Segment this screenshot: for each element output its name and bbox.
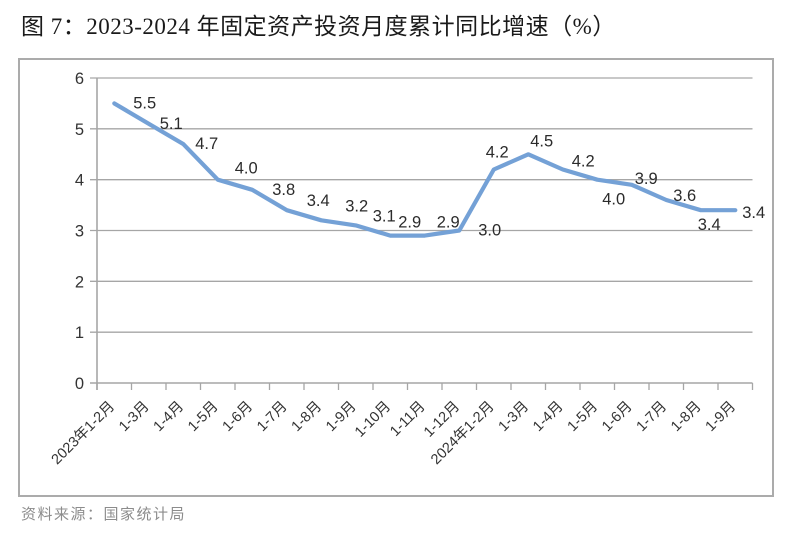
x-category-label: 1-11月 xyxy=(387,399,428,440)
x-category-label: 1-5月 xyxy=(185,399,221,435)
x-category-label: 1-6月 xyxy=(599,399,635,435)
data-point-label: 3.2 xyxy=(345,197,368,215)
data-point-label: 2.9 xyxy=(398,214,421,232)
y-tick-label: 1 xyxy=(75,324,84,342)
data-point-label: 4.5 xyxy=(530,132,553,150)
data-point-label: 3.4 xyxy=(307,192,330,210)
x-category-label: 1-5月 xyxy=(565,399,601,435)
data-point-label: 3.8 xyxy=(272,181,295,199)
data-point-label: 3.9 xyxy=(635,170,658,188)
x-category-label: 1-7月 xyxy=(634,399,670,435)
figure-title: 图 7：2023-2024 年固定资产投资月度累计同比增速（%） xyxy=(21,14,616,39)
series-line xyxy=(112,101,738,238)
data-point-label: 4.0 xyxy=(602,191,625,209)
y-tick-label: 0 xyxy=(75,375,84,393)
x-category-label: 1-4月 xyxy=(151,399,187,435)
x-category-label: 1-10月 xyxy=(352,399,394,441)
chart-frame: 0 1 2 3 4 5 6 5.5 5.1 4.7 4.0 3.8 3.4 3.2 3.1 2.9 2.9 3.0… xyxy=(18,58,774,497)
data-point-label: 3.0 xyxy=(478,222,501,240)
data-point-label: 5.1 xyxy=(160,115,183,133)
data-point-label: 4.0 xyxy=(235,160,258,178)
data-point-label: 2.9 xyxy=(437,214,460,232)
x-category-label: 1-3月 xyxy=(116,399,152,435)
x-category-label: 1-6月 xyxy=(220,399,256,435)
data-point-label: 3.4 xyxy=(698,216,721,234)
data-point-label: 4.7 xyxy=(195,135,218,153)
source-note: 资料来源：国家统计局 xyxy=(21,507,187,523)
y-tick-label: 2 xyxy=(75,273,84,291)
data-point-label: 4.2 xyxy=(572,153,595,171)
data-point-label: 3.6 xyxy=(673,187,696,205)
x-category-label: 1-7月 xyxy=(254,399,290,435)
x-category-label: 1-4月 xyxy=(530,399,566,435)
x-category-label: 1-3月 xyxy=(496,399,532,435)
x-category-label: 1-9月 xyxy=(703,399,739,435)
data-point-label: 3.1 xyxy=(373,207,396,225)
data-point-label: 5.5 xyxy=(133,94,156,112)
data-point-label: 3.4 xyxy=(742,204,765,222)
x-category-label: 1-8月 xyxy=(289,399,325,435)
x-category-label: 1-8月 xyxy=(668,399,704,435)
x-category-label: 2023年1-2月 xyxy=(48,398,118,468)
y-tick-label: 3 xyxy=(75,223,84,241)
y-tick-label: 5 xyxy=(75,121,84,139)
y-tick-label: 6 xyxy=(75,70,84,88)
data-point-label: 4.2 xyxy=(486,144,509,162)
y-tick-label: 4 xyxy=(75,172,84,190)
